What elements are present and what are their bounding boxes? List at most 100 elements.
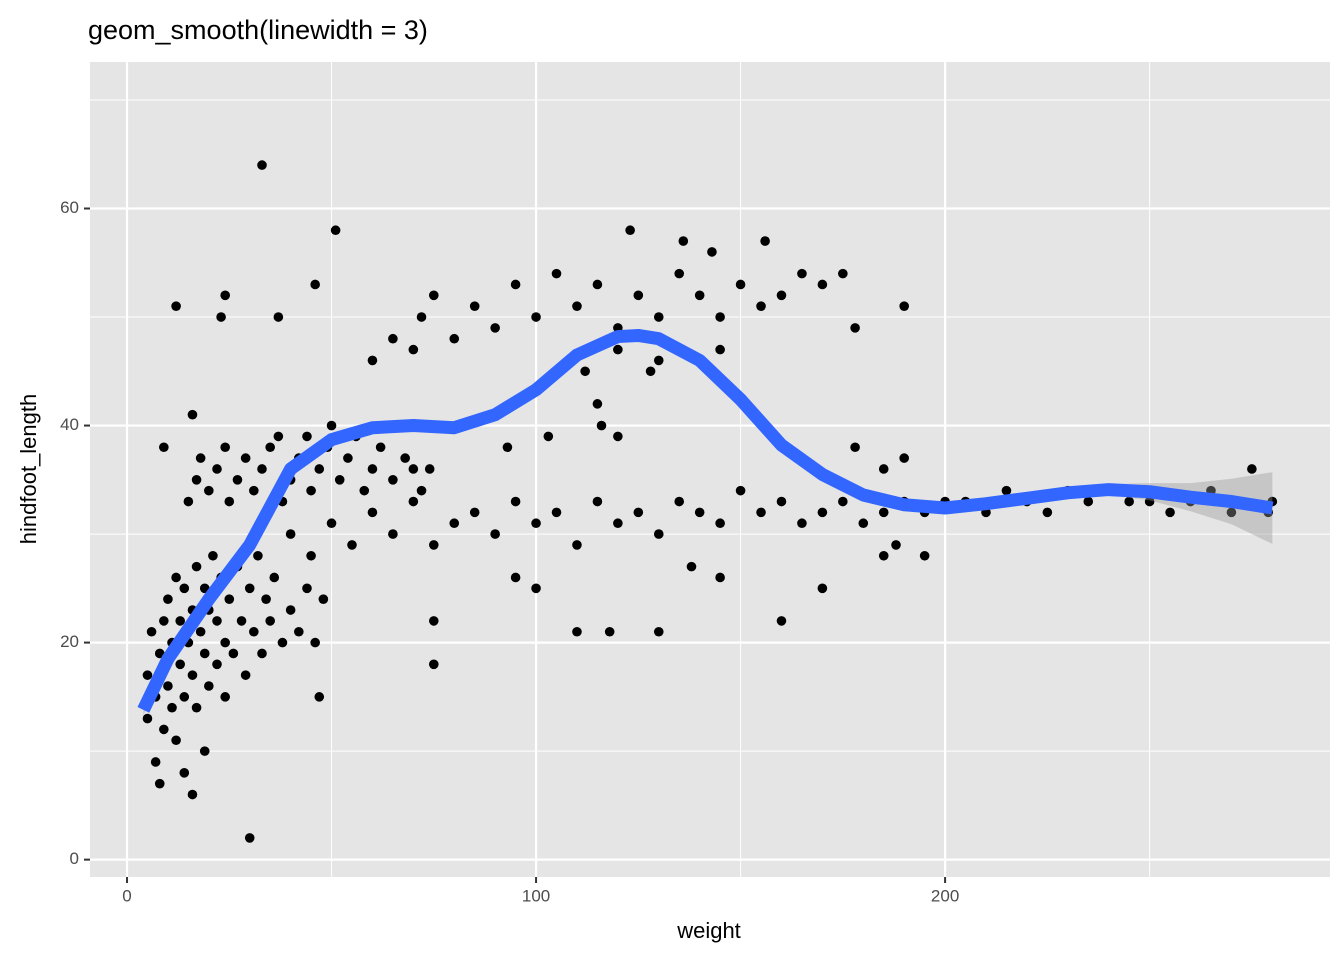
- point: [142, 713, 153, 724]
- point: [735, 485, 746, 496]
- point: [314, 464, 325, 474]
- point: [551, 507, 562, 518]
- point: [510, 572, 521, 583]
- point: [240, 453, 251, 463]
- point: [228, 648, 239, 659]
- point: [224, 594, 235, 604]
- point: [424, 464, 435, 474]
- point: [269, 572, 280, 583]
- point: [776, 616, 787, 626]
- point: [249, 485, 259, 496]
- point: [776, 290, 787, 301]
- point: [183, 496, 194, 507]
- point: [797, 268, 807, 279]
- point: [633, 507, 644, 518]
- point: [633, 290, 644, 301]
- point: [302, 583, 312, 594]
- point: [694, 507, 705, 518]
- point: [543, 431, 554, 442]
- point: [191, 475, 202, 485]
- point: [388, 475, 398, 485]
- point: [367, 464, 378, 474]
- point: [694, 290, 705, 301]
- point: [592, 399, 603, 409]
- point: [1083, 496, 1094, 507]
- point: [1042, 507, 1053, 518]
- point: [179, 768, 190, 778]
- point: [428, 290, 439, 301]
- point: [715, 344, 725, 355]
- point: [715, 572, 725, 583]
- point: [613, 518, 623, 529]
- point: [224, 496, 235, 507]
- point: [613, 344, 623, 355]
- point: [343, 453, 353, 463]
- point: [1165, 507, 1175, 518]
- point: [285, 529, 296, 539]
- point: [257, 648, 267, 659]
- point: [249, 626, 259, 637]
- point: [167, 702, 177, 713]
- point: [531, 518, 541, 529]
- chart-title: geom_smooth(linewidth = 3): [88, 15, 428, 45]
- point: [756, 507, 766, 518]
- point: [347, 540, 357, 550]
- point: [1124, 496, 1134, 507]
- point: [674, 496, 685, 507]
- point: [596, 420, 607, 431]
- point: [715, 312, 725, 322]
- point: [878, 550, 889, 561]
- point: [469, 301, 480, 311]
- point: [735, 279, 746, 290]
- point: [625, 225, 635, 236]
- point: [899, 301, 909, 311]
- point: [212, 464, 222, 474]
- point: [510, 279, 521, 290]
- point: [817, 583, 828, 594]
- point: [428, 659, 439, 670]
- point: [199, 648, 210, 659]
- point: [367, 355, 378, 366]
- point: [551, 268, 562, 279]
- smooth-line: [137, 328, 1274, 713]
- point: [1001, 485, 1012, 496]
- point: [531, 312, 541, 322]
- point: [645, 366, 656, 377]
- point: [159, 724, 169, 735]
- point: [175, 616, 185, 626]
- point: [265, 442, 275, 453]
- point: [159, 442, 169, 453]
- point: [220, 442, 230, 453]
- point: [326, 518, 337, 529]
- x-axis-title: weight: [676, 918, 741, 943]
- point: [760, 236, 770, 246]
- point: [154, 648, 165, 659]
- point: [653, 355, 664, 366]
- point: [187, 789, 198, 800]
- point: [187, 409, 198, 420]
- point: [261, 594, 271, 604]
- point: [416, 312, 427, 322]
- point: [367, 507, 378, 518]
- point: [306, 550, 316, 561]
- point: [891, 540, 901, 550]
- point: [191, 702, 202, 713]
- point: [817, 507, 828, 518]
- point: [797, 518, 807, 529]
- point: [604, 626, 615, 637]
- point: [302, 431, 312, 442]
- point: [199, 746, 210, 756]
- x-tick-label: 0: [122, 886, 131, 905]
- point: [195, 626, 206, 637]
- point: [273, 312, 284, 322]
- point: [154, 778, 165, 789]
- point: [163, 594, 173, 604]
- point: [408, 344, 419, 355]
- x-tick-label: 100: [522, 886, 550, 905]
- point: [686, 561, 697, 572]
- point: [899, 453, 909, 463]
- point: [674, 268, 685, 279]
- point: [531, 583, 541, 594]
- point: [408, 464, 419, 474]
